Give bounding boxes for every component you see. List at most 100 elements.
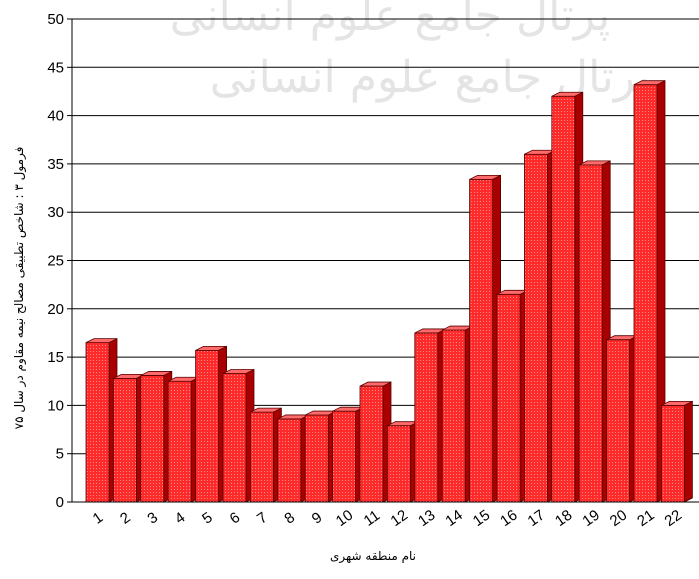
x-tick-label: 14 bbox=[442, 507, 465, 530]
bar-front bbox=[386, 425, 411, 503]
bar-front bbox=[195, 349, 220, 503]
x-tick-label: 8 bbox=[281, 509, 298, 528]
bar-top bbox=[140, 371, 172, 376]
x-tick-label: 6 bbox=[227, 509, 244, 528]
bar-6 bbox=[222, 368, 255, 503]
y-tick-label: 50 bbox=[47, 11, 64, 28]
bar-front bbox=[85, 342, 110, 503]
watermark: پرتال جامع علوم انسانی پرتال جامع علوم ا… bbox=[170, 0, 651, 103]
watermark-text-1: پرتال جامع علوم انسانی bbox=[170, 0, 611, 41]
y-tick-label: 20 bbox=[47, 301, 64, 318]
bars bbox=[85, 80, 693, 503]
bar-16 bbox=[496, 289, 529, 503]
x-tick-label: 13 bbox=[415, 507, 438, 530]
bar-9 bbox=[304, 410, 337, 503]
x-tick-labels: 1 2 3 4 5 6 7 8 9 10 11 12 13 14 15 16 17 18 19 20 21 22 bbox=[90, 507, 685, 530]
x-tick-label: 9 bbox=[309, 509, 326, 528]
x-tick-label: 3 bbox=[144, 509, 161, 528]
bar-front bbox=[332, 410, 357, 503]
bar-top bbox=[579, 160, 611, 166]
bar-7 bbox=[249, 407, 282, 503]
bar-17 bbox=[524, 149, 556, 503]
y-tick-label: 25 bbox=[47, 253, 64, 270]
bar-top bbox=[359, 381, 392, 387]
y-tick-labels: 0 5 10 15 20 25 30 35 40 45 50 bbox=[47, 11, 64, 511]
y-tick-label: 5 bbox=[56, 446, 64, 463]
bar-top bbox=[661, 400, 693, 406]
bar-top bbox=[633, 80, 666, 86]
watermark-text-2: پرتال جامع علوم انسانی bbox=[210, 52, 651, 103]
bar-12 bbox=[386, 421, 419, 503]
x-tick-label: 19 bbox=[579, 507, 602, 530]
x-tick-label: 10 bbox=[333, 507, 356, 530]
x-tick-label: 7 bbox=[254, 509, 271, 528]
x-tick-label: 20 bbox=[607, 507, 630, 530]
bar-front bbox=[249, 411, 274, 503]
x-tick-label: 5 bbox=[199, 509, 216, 528]
x-tick-label: 16 bbox=[497, 507, 520, 530]
bar-3 bbox=[140, 370, 173, 503]
x-tick-label: 17 bbox=[525, 507, 548, 530]
bar-front bbox=[167, 380, 192, 503]
bar-15 bbox=[469, 174, 502, 503]
bar-front bbox=[551, 95, 576, 503]
bar-18 bbox=[551, 91, 584, 503]
x-tick-label: 4 bbox=[172, 509, 189, 528]
bar-front bbox=[524, 153, 548, 503]
bar-front bbox=[578, 164, 603, 503]
bar-5 bbox=[195, 345, 228, 503]
bar-4 bbox=[167, 376, 200, 503]
bar-front bbox=[633, 84, 658, 503]
y-tick-label: 45 bbox=[47, 59, 64, 76]
x-tick-label: 21 bbox=[634, 507, 657, 530]
y-axis-title: فرمول ۳ : شاخص تطبیقی مصالح نیمه مقاوم د… bbox=[12, 147, 27, 430]
bar-front bbox=[277, 418, 302, 503]
bar-top bbox=[250, 407, 282, 413]
bar-front bbox=[606, 339, 630, 503]
bar-top bbox=[469, 174, 501, 180]
bar-front bbox=[113, 377, 137, 503]
x-tick-label: 2 bbox=[117, 509, 134, 528]
bar-top bbox=[551, 91, 583, 97]
bar-front bbox=[414, 332, 439, 503]
bar-14 bbox=[441, 325, 474, 503]
y-tick-label: 30 bbox=[47, 204, 64, 221]
bar-side bbox=[684, 400, 693, 503]
bar-22 bbox=[661, 400, 693, 503]
bar-front bbox=[441, 329, 466, 503]
x-tick-label: 12 bbox=[388, 507, 411, 530]
bar-2 bbox=[113, 373, 145, 503]
bar-front bbox=[140, 375, 165, 503]
y-tick-label: 40 bbox=[47, 108, 64, 125]
bar-front bbox=[222, 373, 247, 503]
bar-20 bbox=[606, 335, 638, 503]
bar-front bbox=[359, 385, 384, 503]
x-tick-label: 18 bbox=[552, 507, 575, 530]
bar-front bbox=[496, 293, 521, 503]
bar-10 bbox=[332, 406, 365, 503]
y-tick-label: 35 bbox=[47, 156, 64, 173]
bar-13 bbox=[414, 328, 447, 503]
bar-19 bbox=[578, 160, 611, 503]
bar-top bbox=[195, 345, 227, 351]
axes bbox=[71, 19, 699, 503]
bar-top bbox=[85, 338, 118, 344]
x-tick-label: 1 bbox=[90, 509, 107, 528]
x-axis-title: نام منطقه شهری bbox=[330, 549, 416, 564]
bar-front bbox=[661, 404, 685, 503]
bar-11 bbox=[359, 381, 392, 503]
x-tick-label: 15 bbox=[470, 507, 493, 530]
bar-front bbox=[469, 178, 494, 503]
bar-front bbox=[304, 414, 329, 503]
y-tick-label: 10 bbox=[47, 397, 64, 414]
bar-1 bbox=[85, 337, 118, 503]
x-tick-label: 11 bbox=[361, 507, 384, 530]
x-tick-label: 22 bbox=[662, 507, 685, 530]
bar-21 bbox=[633, 80, 666, 503]
y-tick-label: 15 bbox=[47, 349, 64, 366]
bar-top bbox=[222, 369, 255, 374]
y-tick-label: 0 bbox=[56, 494, 64, 511]
bar-8 bbox=[277, 414, 310, 503]
